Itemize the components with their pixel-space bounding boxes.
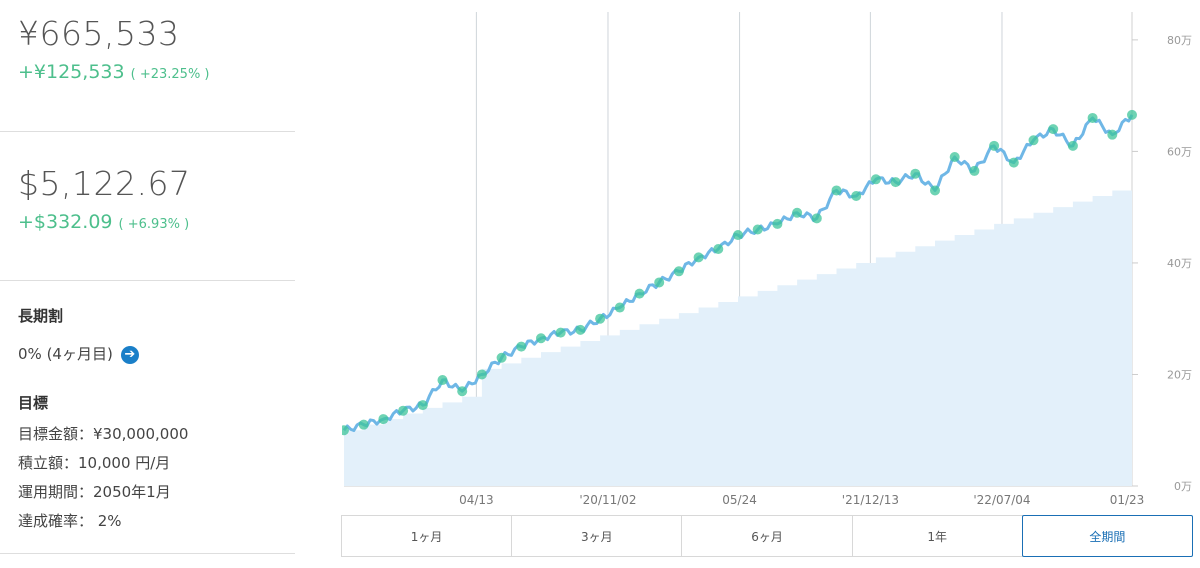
data-point-marker	[555, 327, 566, 338]
data-point-marker	[595, 313, 606, 324]
long-term-value: 0% (4ヶ月目)	[18, 345, 113, 363]
y-tick-label: 0万	[1174, 480, 1192, 493]
data-point-marker	[1087, 112, 1098, 123]
total-value-usd: $5,122.67	[18, 164, 191, 203]
data-point-marker	[930, 185, 940, 196]
data-point-marker	[476, 369, 487, 380]
data-point-marker	[673, 266, 684, 277]
asset-chart: 0万 20万 40万 60万 80万 04/13 '20/11/02 05/24 '21/12/…	[339, 12, 1200, 512]
range-button[interactable]: 全期間	[1021, 515, 1194, 557]
data-point-marker	[398, 405, 409, 416]
divider	[0, 280, 295, 281]
data-point-marker	[378, 414, 389, 425]
gain-jpy: +¥125,533 ( +23.25% )	[18, 61, 210, 83]
divider	[0, 131, 295, 132]
data-point-marker	[358, 419, 369, 430]
data-point-marker	[457, 386, 468, 397]
total-value-jpy: ¥665,533	[18, 14, 180, 53]
data-point-marker	[575, 324, 586, 335]
data-point-marker	[1107, 129, 1118, 140]
asset-chart-svg: 0万 20万 40万 60万 80万 04/13 '20/11/02 05/24 '21/12/…	[339, 12, 1192, 507]
data-point-marker	[831, 185, 842, 196]
data-point-marker	[516, 341, 527, 352]
data-point-marker	[772, 218, 783, 229]
range-button[interactable]: 6ヶ月	[681, 515, 853, 557]
goal-period: 運用期間：2050年1月	[18, 483, 171, 501]
range-selector: 1ヶ月 3ヶ月 6ヶ月 1年 全期間	[341, 515, 1194, 557]
data-point-marker	[811, 213, 822, 224]
data-point-marker	[1127, 109, 1137, 120]
range-button[interactable]: 3ヶ月	[511, 515, 683, 557]
range-button[interactable]: 1ヶ月	[341, 515, 513, 557]
summary-panel: ¥665,533 +¥125,533 ( +23.25% ) $5,122.67…	[0, 0, 295, 568]
data-point-marker	[752, 224, 763, 235]
range-button[interactable]: 1年	[851, 515, 1023, 557]
data-point-marker	[949, 151, 960, 162]
goal-probability: 達成確率： 2%	[18, 512, 122, 530]
data-point-marker	[792, 207, 803, 218]
x-tick-label: 04/13	[459, 493, 494, 507]
x-tick-label: '20/11/02	[579, 493, 636, 507]
goal-target-amount: 目標金額：¥30,000,000	[18, 425, 189, 443]
gain-usd: +$332.09 ( +6.93% )	[18, 211, 190, 233]
arrow-right-icon[interactable]: ➔	[120, 345, 139, 364]
gain-jpy-amount: +¥125,533	[18, 61, 125, 83]
long-term-row: 0% (4ヶ月目) ➔	[18, 343, 139, 364]
data-point-marker	[417, 400, 428, 411]
data-point-marker	[693, 252, 704, 263]
data-point-marker	[989, 140, 1000, 151]
data-point-marker	[1067, 140, 1078, 151]
data-point-marker	[634, 288, 645, 299]
data-point-marker	[851, 191, 862, 202]
y-tick-label: 20万	[1167, 368, 1192, 381]
deposit-area	[344, 184, 1132, 486]
data-point-marker	[536, 333, 546, 344]
data-point-marker	[437, 375, 448, 386]
data-point-marker	[614, 302, 625, 313]
data-point-marker	[496, 352, 507, 363]
y-tick-label: 80万	[1167, 34, 1192, 47]
data-point-marker	[339, 425, 349, 436]
x-tick-label: '21/12/13	[842, 493, 899, 507]
x-tick-label: '22/07/04	[973, 493, 1030, 507]
y-tick-label: 60万	[1167, 145, 1192, 158]
data-point-marker	[1048, 124, 1059, 135]
data-point-marker	[910, 168, 921, 179]
data-point-marker	[890, 177, 901, 188]
goal-heading: 目標	[18, 394, 49, 412]
data-point-marker	[969, 165, 980, 176]
data-point-marker	[713, 244, 724, 254]
data-point-marker	[733, 230, 743, 241]
y-tick-label: 40万	[1167, 257, 1192, 270]
data-point-marker	[1008, 157, 1019, 168]
x-tick-label: 01/23	[1110, 493, 1145, 507]
gain-usd-percent: ( +6.93% )	[118, 217, 190, 232]
data-point-marker	[654, 277, 665, 288]
data-point-marker	[870, 174, 881, 185]
gain-jpy-percent: ( +23.25% )	[130, 67, 210, 82]
data-point-marker	[1028, 135, 1039, 146]
divider	[0, 553, 295, 554]
x-tick-label: 05/24	[722, 493, 757, 507]
gain-usd-amount: +$332.09	[18, 211, 113, 233]
goal-monthly: 積立額：10,000 円/月	[18, 454, 171, 472]
long-term-heading: 長期割	[18, 307, 64, 325]
